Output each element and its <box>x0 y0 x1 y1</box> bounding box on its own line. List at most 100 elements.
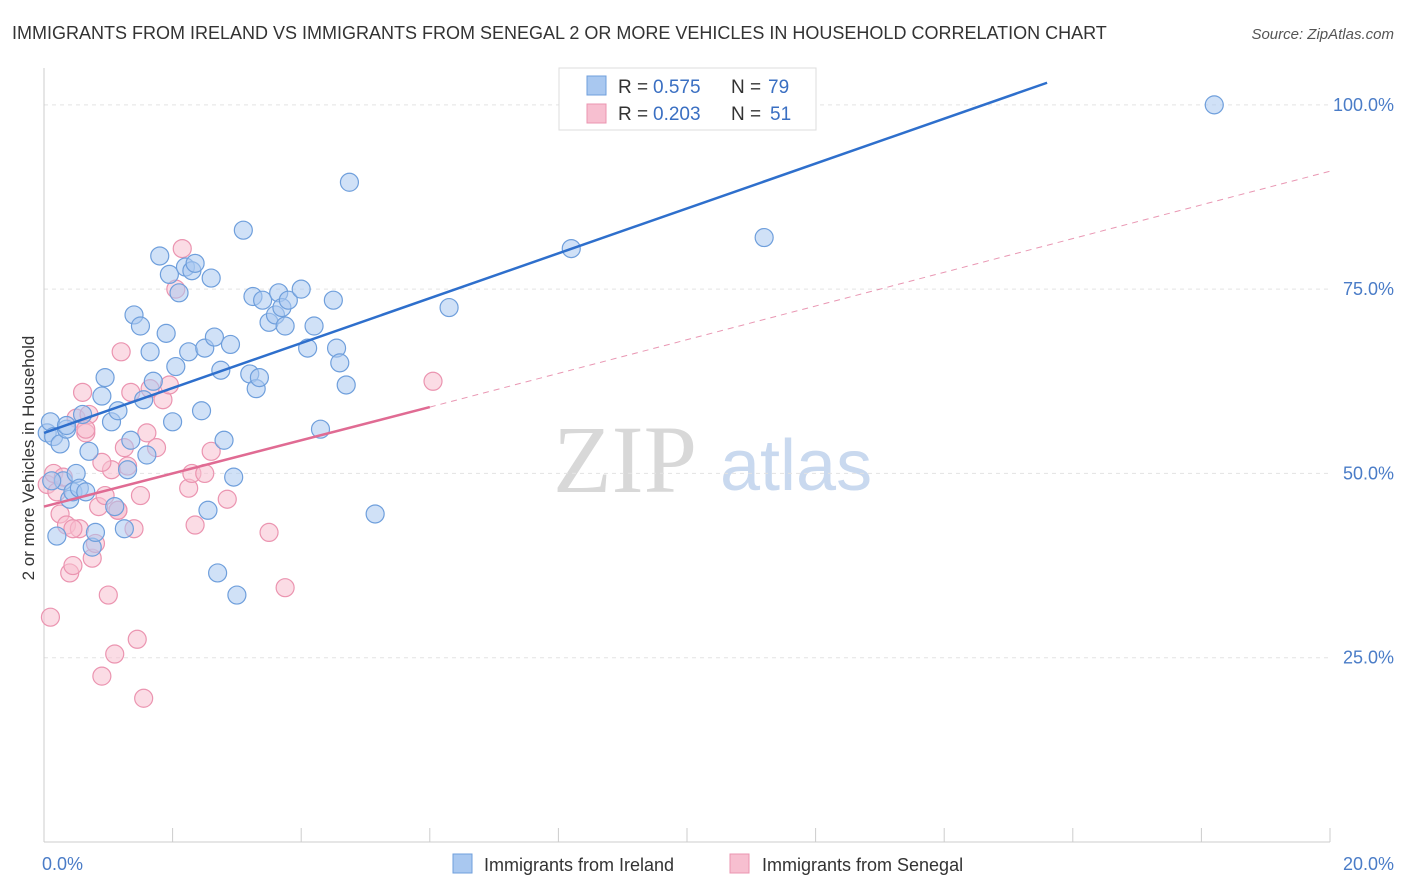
point-ireland-15 <box>85 522 106 543</box>
legend-senegal-r-label: R = <box>618 104 648 125</box>
point-ireland-45 <box>208 563 228 583</box>
point-senegal-8 <box>63 555 83 576</box>
point-senegal-42 <box>201 441 221 461</box>
point-ireland-51 <box>233 220 253 240</box>
point-ireland-70 <box>336 375 356 395</box>
point-senegal-19 <box>98 585 118 605</box>
point-ireland-28 <box>140 342 160 362</box>
y-tick-label-1: 50.0% <box>1343 463 1394 483</box>
series-ireland-points <box>37 95 1224 605</box>
legend-ireland-r-value: 0.575 <box>653 77 701 98</box>
y-axis-label: 2 or more Vehicles in Household <box>19 336 38 581</box>
point-ireland-27 <box>137 445 157 465</box>
point-ireland-73 <box>439 297 459 318</box>
point-ireland-37 <box>179 342 199 362</box>
legend-ireland-n-value: 79 <box>768 77 789 98</box>
point-ireland-23 <box>121 430 141 450</box>
legend-ireland-n-label: N = <box>731 77 761 98</box>
legend-swatch-senegal <box>586 103 607 124</box>
point-ireland-17 <box>95 368 115 388</box>
point-senegal-1 <box>40 607 61 627</box>
bottom-legend: Immigrants from Ireland Immigrants from … <box>452 853 963 875</box>
point-ireland-49 <box>224 467 244 487</box>
legend: R = 0.575 N = 79 R = 0.203 N = 51 <box>558 67 817 131</box>
watermark-atlas: atlas <box>720 426 872 506</box>
point-senegal-45 <box>275 578 295 598</box>
point-ireland-43 <box>201 268 221 288</box>
legend-senegal-n-value: 51 <box>770 104 791 125</box>
trend-line-ireland <box>43 81 1048 435</box>
point-senegal-11 <box>72 382 93 402</box>
point-senegal-17 <box>92 666 112 686</box>
trend-line-senegal-extension <box>429 170 1331 408</box>
point-ireland-29 <box>143 371 163 391</box>
point-ireland-61 <box>275 316 295 336</box>
legend-senegal-r-value: 0.203 <box>653 104 701 125</box>
point-senegal-44 <box>259 522 279 543</box>
x-tick-label-max: 20.0% <box>1343 854 1394 874</box>
chart-source: Source: ZipAtlas.com <box>1251 26 1394 43</box>
point-senegal-23 <box>111 342 131 362</box>
point-ireland-72 <box>365 504 385 524</box>
y-tick-label-2: 75.0% <box>1343 279 1394 299</box>
point-ireland-62 <box>278 290 298 310</box>
point-senegal-28 <box>127 629 147 649</box>
point-ireland-47 <box>214 430 234 450</box>
watermark: ZIP atlas <box>553 406 872 513</box>
bottom-legend-swatch-senegal <box>729 853 750 874</box>
point-ireland-25 <box>130 316 151 336</box>
point-ireland-56 <box>253 290 273 310</box>
bottom-legend-label-senegal: Immigrants from Senegal <box>762 855 963 875</box>
point-ireland-71 <box>339 172 360 192</box>
y-tick-label-3: 100.0% <box>1333 95 1394 115</box>
bottom-legend-label-ireland: Immigrants from Ireland <box>484 855 674 875</box>
point-ireland-39 <box>185 253 205 273</box>
point-ireland-31 <box>156 323 176 343</box>
chart-title: IMMIGRANTS FROM IRELAND VS IMMIGRANTS FR… <box>12 23 1107 43</box>
point-ireland-3 <box>47 526 67 546</box>
trend-line-senegal <box>43 405 431 508</box>
point-senegal-43 <box>217 489 237 509</box>
point-senegal-29 <box>130 485 151 506</box>
point-ireland-69 <box>330 353 350 373</box>
point-senegal-50 <box>63 519 83 539</box>
legend-senegal-n-label: N = <box>731 104 761 125</box>
point-senegal-37 <box>172 239 192 259</box>
legend-ireland-r-label: R = <box>618 77 648 98</box>
legend-swatch-ireland <box>586 75 607 96</box>
y-tick-labels: 25.0% 50.0% 75.0% 100.0% <box>1333 95 1394 668</box>
point-ireland-48 <box>220 334 241 355</box>
point-ireland-22 <box>117 460 138 480</box>
point-ireland-16 <box>92 386 112 406</box>
point-ireland-50 <box>227 585 247 605</box>
point-senegal-21 <box>105 644 125 664</box>
point-ireland-75 <box>754 227 774 248</box>
point-senegal-40 <box>185 515 205 535</box>
watermark-zip: ZIP <box>553 406 697 513</box>
point-ireland-19 <box>105 497 125 517</box>
point-senegal-31 <box>137 423 157 443</box>
trend-lines <box>43 81 1331 508</box>
point-ireland-13 <box>79 441 99 461</box>
point-ireland-34 <box>166 356 186 377</box>
point-ireland-67 <box>323 290 343 310</box>
point-ireland-30 <box>150 246 170 266</box>
point-ireland-35 <box>169 283 189 303</box>
point-ireland-65 <box>304 316 324 336</box>
point-ireland-44 <box>204 327 224 347</box>
gridlines <box>44 104 1330 659</box>
point-ireland-21 <box>114 519 134 539</box>
bottom-legend-swatch-ireland <box>452 853 473 874</box>
axes <box>43 68 1331 843</box>
y-tick-label-0: 25.0% <box>1343 648 1394 668</box>
point-ireland-63 <box>291 279 311 299</box>
point-senegal-48 <box>92 452 112 472</box>
point-ireland-55 <box>249 368 270 388</box>
point-ireland-32 <box>159 264 179 284</box>
point-ireland-76 <box>1204 95 1224 115</box>
point-ireland-33 <box>163 412 183 432</box>
point-ireland-42 <box>198 500 218 520</box>
point-ireland-77 <box>42 471 62 491</box>
point-senegal-46 <box>423 371 443 391</box>
